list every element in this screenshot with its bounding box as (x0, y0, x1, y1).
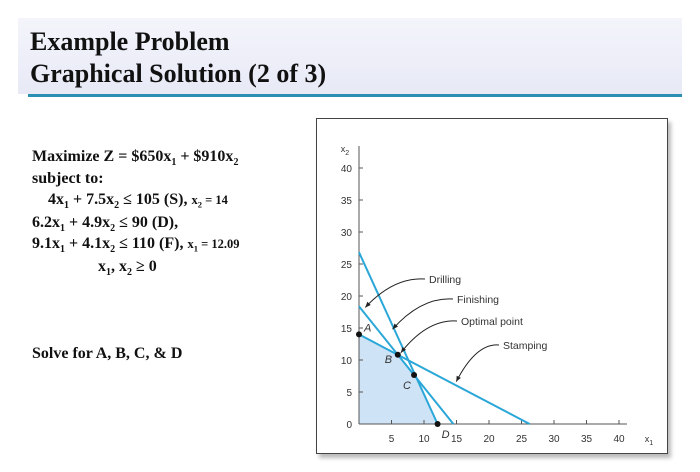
leader-stamping (455, 344, 500, 382)
corner-label-c: C (403, 380, 411, 392)
y-tick-label: 30 (341, 228, 353, 239)
graphical-solution-chart: 0 5 10 15 20 25 30 35 40 5 10 15 20 25 30 35 40 x2 x1 Drill… (316, 118, 668, 454)
constraint-line-stamping (358, 333, 531, 425)
leader-arrowhead (456, 375, 461, 382)
x-tick-label: 40 (613, 434, 625, 445)
corner-label-b: B (385, 354, 392, 366)
subject-to-label: subject to: (32, 169, 104, 187)
y-tick-label: 10 (341, 356, 353, 367)
constraint-stamping: 4x1 + 7.5x2 ≤ 105 (S) (48, 191, 184, 212)
y-tick-label: 20 (341, 292, 353, 303)
slide-title: Example Problem Graphical Solution (2 of… (30, 26, 326, 90)
constraint-drilling: 6.2x1 + 4.9x2 ≤ 90 (D) (32, 213, 175, 234)
solve-instruction: Solve for A, B, C, & D (32, 345, 183, 362)
leader-drilling (364, 278, 426, 308)
constraint-finishing-row: 9.1x1 + 4.1x2 ≤ 110 (F), x1 = 12.09 (32, 235, 240, 256)
title-band (18, 18, 682, 94)
corner-point-c (411, 372, 418, 379)
y-tick-label: 0 (346, 420, 352, 431)
x-axis-label: x1 (645, 434, 654, 447)
lp-formulation: Maximize Z = $650x1 + $910x2 subject to:… (32, 146, 239, 277)
nonnegativity-constraint: x1, x2 ≥ 0 (98, 257, 157, 278)
corner-point-d (434, 421, 441, 427)
annotation-label: Finishing (457, 294, 499, 306)
x-tick-label: 20 (483, 434, 495, 445)
constraint-line-drilling (358, 305, 455, 425)
leader-arrowhead (400, 346, 407, 353)
x-tick-label: 15 (451, 434, 463, 445)
leader-arrowhead (392, 323, 398, 330)
leader-optimal-point (400, 320, 458, 354)
constraint-stamping-row: 4x1 + 7.5x2 ≤ 105 (S), x2 = 14 (48, 191, 228, 212)
title-divider (28, 94, 682, 97)
chart-svg: 0 5 10 15 20 25 30 35 40 5 10 15 20 25 30 35 40 x2 x1 Drill… (341, 144, 654, 447)
x-tick-label: 35 (581, 434, 593, 445)
corner-label-d: D (442, 429, 450, 441)
x-tick-label: 25 (516, 434, 528, 445)
x-tick-label: 30 (548, 434, 560, 445)
corner-point-b (394, 351, 401, 358)
x-tick-label: 5 (389, 434, 395, 445)
y-tick-label: 40 (341, 164, 353, 175)
annotation-label: Optimal point (461, 316, 523, 328)
annotation-label: Stamping (503, 340, 548, 352)
constraint-drilling-row: 6.2x1 + 4.9x2 ≤ 90 (D), (32, 213, 179, 234)
y-tick-label: 35 (341, 196, 353, 207)
stamping-intercept-note: x2 = 14 (191, 193, 228, 210)
leader-finishing (392, 298, 454, 330)
objective-function: Maximize Z = $650x1 + $910x2 (32, 148, 239, 169)
x-tick-label: 10 (418, 434, 430, 445)
corner-point-a (356, 331, 362, 338)
constraint-finishing: 9.1x1 + 4.1x2 ≤ 110 (F) (32, 235, 180, 256)
leader-arrowhead (365, 301, 371, 308)
corner-label-a: A (363, 322, 371, 334)
title-line-1: Example Problem (30, 27, 230, 56)
annotation-label: Drilling (429, 274, 461, 286)
feasible-region (359, 334, 438, 424)
constraint-line-finishing (358, 251, 439, 425)
y-tick-label: 25 (341, 260, 353, 271)
y-tick-label: 5 (346, 388, 352, 399)
finishing-intercept-note: x1 = 12.09 (187, 237, 240, 254)
y-tick-label: 15 (341, 324, 353, 335)
y-axis-label: x2 (341, 144, 350, 157)
title-line-2: Graphical Solution (2 of 3) (30, 59, 327, 88)
